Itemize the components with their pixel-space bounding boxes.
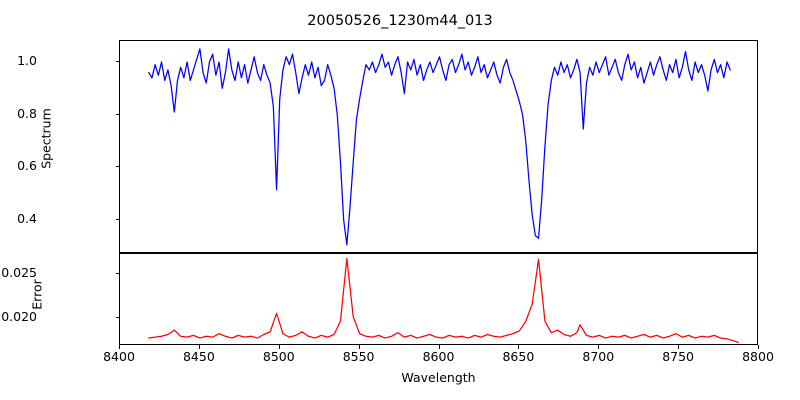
x-axis-label: Wavelength xyxy=(401,370,476,385)
y-tick-mark xyxy=(115,61,119,63)
x-tick-label: 8700 xyxy=(582,349,615,364)
spectrum-panel xyxy=(119,40,758,253)
error-trace xyxy=(148,257,739,344)
x-tick-label: 8400 xyxy=(103,349,135,364)
x-tick-mark xyxy=(438,345,440,349)
x-tick-mark xyxy=(598,345,600,349)
y-tick-label: 0.020 xyxy=(1,308,37,324)
y-tick-mark xyxy=(115,316,119,318)
x-tick-label: 8800 xyxy=(742,349,774,364)
y-tick-label: 0.8 xyxy=(17,105,37,121)
x-tick-mark xyxy=(278,345,280,349)
y-tick-mark xyxy=(115,218,119,220)
y-tick-mark xyxy=(115,166,119,168)
x-tick-label: 8450 xyxy=(182,349,215,364)
x-tick-label: 8650 xyxy=(502,349,535,364)
error-panel xyxy=(119,253,758,345)
y-tick-mark xyxy=(115,272,119,274)
y-tick-label: 0.4 xyxy=(17,210,37,226)
y-axis-label-error: Error xyxy=(29,279,45,310)
error-plot-area xyxy=(148,257,739,344)
y-tick-label: 1.0 xyxy=(17,53,37,68)
x-tick-label: 8600 xyxy=(422,349,455,364)
y-tick-label: 0.6 xyxy=(17,158,37,174)
x-tick-mark xyxy=(518,345,520,349)
x-tick-mark xyxy=(358,345,360,349)
x-tick-mark xyxy=(758,345,760,349)
x-tick-mark xyxy=(119,345,121,349)
x-tick-label: 8500 xyxy=(262,349,295,364)
y-tick-mark xyxy=(115,113,119,115)
y-tick-label: 0.025 xyxy=(1,264,37,280)
page-title: 20050526_1230m44_013 xyxy=(307,13,493,29)
spectrum-trace xyxy=(148,48,731,246)
spectrum-plot-area xyxy=(148,48,731,246)
x-tick-mark xyxy=(198,345,200,349)
y-axis-label-spectrum: Spectrum xyxy=(38,108,54,169)
x-tick-mark xyxy=(678,345,680,349)
x-tick-label: 8550 xyxy=(342,349,375,364)
x-tick-label: 8750 xyxy=(662,349,694,364)
